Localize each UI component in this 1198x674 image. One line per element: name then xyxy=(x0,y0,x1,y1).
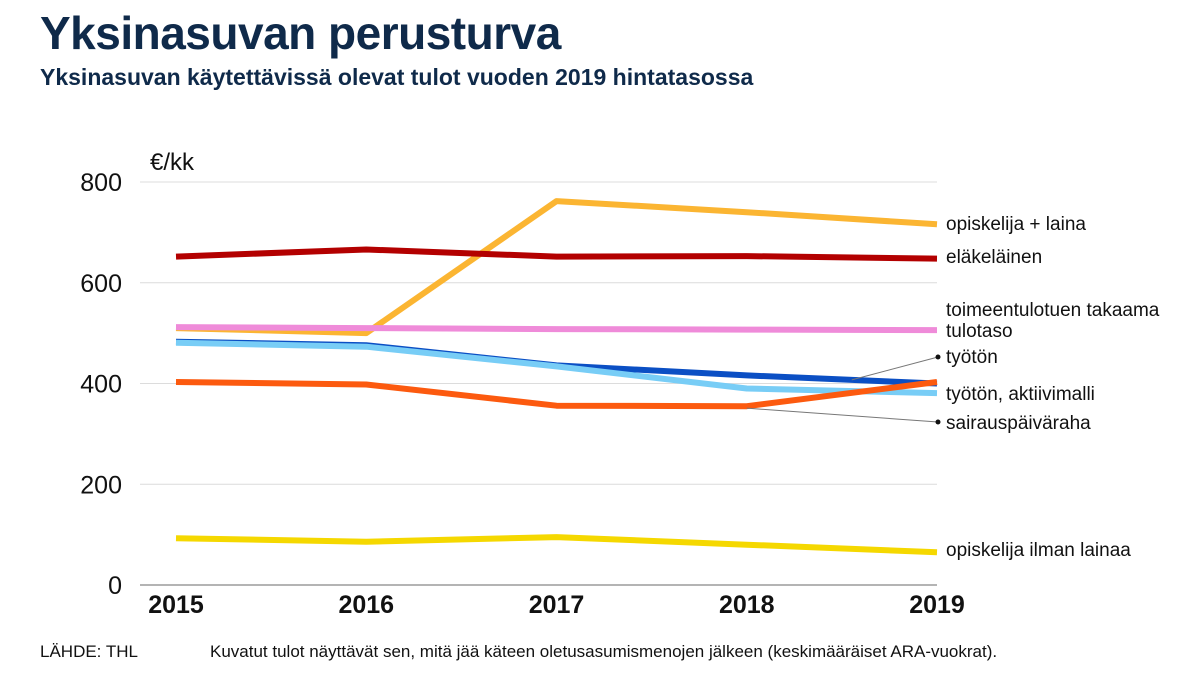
leader-line-sairauspaivaraha xyxy=(746,407,939,423)
series-label: työtön xyxy=(946,347,998,368)
series-label: opiskelija + laina xyxy=(946,214,1086,235)
series-label: sairauspäiväraha xyxy=(946,413,1091,434)
leader-dot-sairauspaivaraha xyxy=(935,419,941,425)
chart-subtitle: Yksinasuvan käytettävissä olevat tulot v… xyxy=(40,64,754,90)
y-tick-label: 600 xyxy=(80,270,122,298)
series-label: opiskelija ilman lainaa xyxy=(946,540,1131,561)
series-line xyxy=(175,324,938,334)
series-label: toimeentulotuen takaama xyxy=(946,300,1160,321)
y-tick-label: 800 xyxy=(80,169,122,197)
series-label: tulotaso xyxy=(946,321,1013,342)
x-tick-label: 2015 xyxy=(148,591,204,619)
x-tick-label: 2016 xyxy=(338,591,394,619)
series-line xyxy=(175,198,938,337)
x-axis-ticks: 2015 2016 2017 2018 2019 xyxy=(148,591,965,619)
source-label: LÄHDE: THL xyxy=(40,642,138,661)
series-line xyxy=(175,246,938,262)
y-tick-label: 400 xyxy=(80,371,122,399)
label-leader-lines xyxy=(746,354,941,425)
y-tick-label: 0 xyxy=(108,572,122,600)
series-label: työtön, aktiivimalli xyxy=(946,384,1095,405)
series-line xyxy=(175,534,938,556)
footnote: Kuvatut tulot näyttävät sen, mitä jää kä… xyxy=(210,642,998,661)
leader-line-tyoton xyxy=(851,356,939,381)
series-label: eläkeläinen xyxy=(946,247,1042,268)
chart-title: Yksinasuvan perusturva xyxy=(40,7,561,59)
series-line xyxy=(175,379,938,410)
series-lines xyxy=(175,198,938,556)
y-axis-label: €/kk xyxy=(150,149,195,176)
gridlines xyxy=(140,181,937,586)
x-tick-label: 2017 xyxy=(529,591,585,619)
y-axis-ticks: 0 200 400 600 800 xyxy=(80,169,122,600)
leader-dot-tyoton xyxy=(935,354,941,360)
y-tick-label: 200 xyxy=(80,471,122,499)
x-tick-label: 2018 xyxy=(719,591,775,619)
x-tick-label: 2019 xyxy=(909,591,965,619)
series-labels: opiskelija + laina eläkeläinen toimeentulo… xyxy=(946,214,1160,561)
series-line xyxy=(175,339,938,397)
